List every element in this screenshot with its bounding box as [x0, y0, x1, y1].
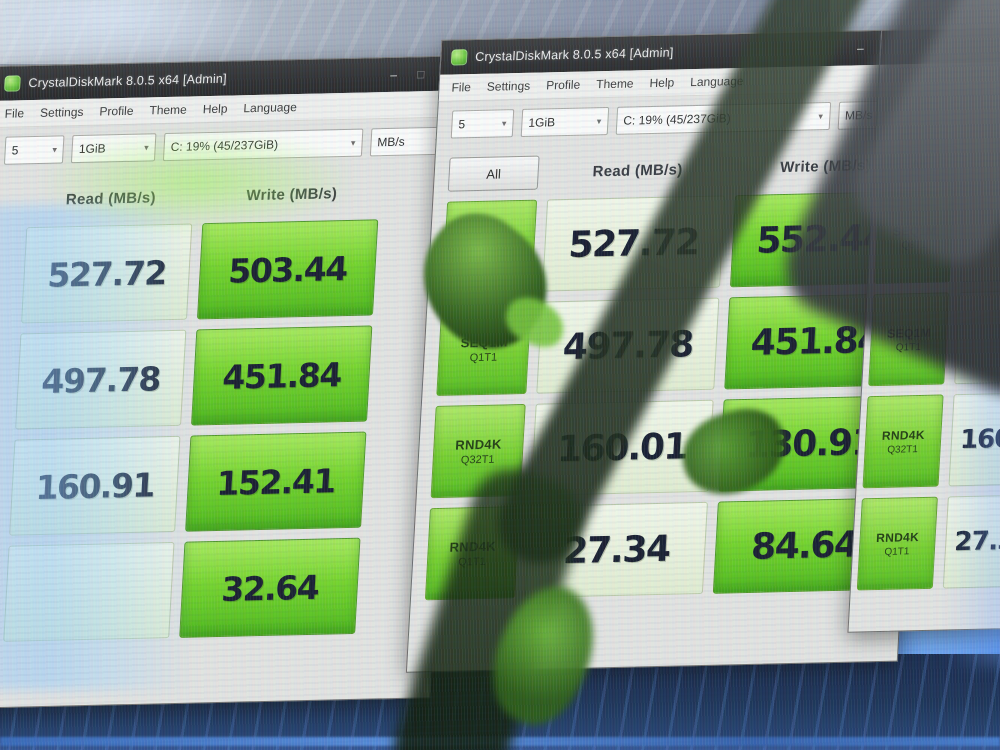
result-cell-rnd4kq32t1-read: 160: [948, 389, 1000, 487]
all-test-button[interactable]: All: [879, 146, 958, 182]
test-count-dropdown[interactable]: 5 ▾: [450, 109, 515, 139]
chevron-down-icon: ▾: [350, 137, 356, 148]
results-grid: All Read (MB/s) Write (MB/s) SEQ1M Q8T1 5…: [410, 137, 926, 611]
results-grid: All SEQ1M Q8T1 SEQ1M Q1T1 RND4K Q32T1 160 R…: [850, 131, 1000, 601]
test-button-seq1m-q1t1[interactable]: SEQ1M Q1T1: [436, 301, 532, 396]
result-cell-seq1mq1t1-read: 497.78: [536, 297, 720, 394]
test-button-rnd4k-q1t1[interactable]: RND4K Q1T1: [424, 506, 521, 601]
result-cell-seq1mq8t1-read: 527.72: [21, 223, 193, 324]
menu-theme[interactable]: Theme: [595, 76, 634, 92]
menu-language[interactable]: Language: [689, 73, 745, 90]
menu-help[interactable]: Help: [649, 75, 675, 91]
titlebar[interactable]: [880, 23, 1000, 65]
test-count-dropdown[interactable]: 5 ▾: [3, 135, 65, 165]
menu-file[interactable]: File: [451, 80, 472, 95]
read-header: Read (MB/s): [592, 160, 684, 180]
chevron-down-icon: ▾: [596, 115, 602, 126]
menu-profile[interactable]: Profile: [99, 103, 134, 119]
test-size-dropdown[interactable]: 1GiB ▾: [520, 106, 610, 138]
chevron-down-icon: ▾: [143, 141, 149, 153]
drive-dropdown[interactable]: C: 19% (45/237GiB) ▾: [615, 101, 831, 135]
result-cell-seq1mq8t1-read: [959, 185, 1000, 283]
result-cell-rnd4kq1t1-read: [3, 541, 175, 642]
result-cell-rnd4kq1t1-read: 27.3: [942, 492, 1000, 589]
crystaldiskmark-icon: [4, 75, 21, 92]
minimize-button[interactable]: ‒: [856, 41, 865, 56]
result-cell-rnd4kq32t1-read: 160.91: [9, 435, 181, 536]
result-cell-rnd4kq1t1-read: 27.34: [524, 501, 708, 599]
all-test-button[interactable]: All: [447, 155, 540, 192]
crystaldiskmark-window-left: CrystalDiskMark 8.0.5 x64 [Admin] ‒ □ ✕ …: [0, 55, 467, 709]
menu-settings[interactable]: Settings: [39, 104, 84, 120]
test-size-dropdown[interactable]: 1GiB ▾: [71, 133, 157, 164]
test-button-seq1m-q1t1[interactable]: SEQ1M Q1T1: [868, 292, 950, 387]
chevron-down-icon: ▾: [52, 144, 58, 155]
drive-dropdown[interactable]: C: 19% (45/237GiB) ▾: [162, 128, 364, 162]
window-title: CrystalDiskMark 8.0.5 x64 [Admin]: [474, 45, 674, 65]
menu-profile[interactable]: Profile: [545, 77, 581, 93]
menu-theme[interactable]: Theme: [149, 102, 188, 118]
result-cell-rnd4kq32t1-read: 160.01: [530, 399, 714, 496]
test-button-rnd4k-q32t1[interactable]: RND4K Q32T1: [862, 394, 944, 489]
result-cell-rnd4kq32t1-write: 152.41: [185, 431, 367, 532]
menu-language[interactable]: Language: [243, 100, 298, 116]
crystaldiskmark-icon: [450, 49, 468, 66]
test-button-rnd4k-q32t1[interactable]: RND4K Q32T1: [430, 403, 526, 499]
results-grid: Read (MB/s) Write (MB/s) 527.72 503.44 4…: [0, 163, 459, 652]
result-cell-seq1mq1t1-write: 451.84: [191, 325, 373, 426]
result-cell-seq1mq1t1-read: [954, 287, 1000, 385]
window-title: CrystalDiskMark 8.0.5 x64 [Admin]: [28, 71, 228, 91]
menu-file[interactable]: File: [4, 106, 25, 121]
chevron-down-icon: ▾: [501, 117, 507, 128]
maximize-button[interactable]: □: [416, 67, 425, 82]
result-cell-seq1mq1t1-read: 497.78: [15, 329, 187, 430]
test-button-seq1m-q8t1[interactable]: SEQ1M Q8T1: [442, 199, 538, 294]
result-cell-rnd4kq1t1-write: 32.64: [179, 537, 361, 638]
test-button-rnd4k-q1t1[interactable]: RND4K Q1T1: [856, 496, 938, 591]
result-cell-seq1mq8t1-read: 527.72: [542, 195, 726, 292]
read-header: Read (MB/s): [65, 188, 157, 208]
menu-settings[interactable]: Settings: [486, 78, 531, 94]
minimize-button[interactable]: ‒: [389, 67, 398, 82]
menu-help[interactable]: Help: [202, 101, 228, 117]
test-button-seq1m-q8t1[interactable]: SEQ1M Q8T1: [873, 190, 956, 285]
result-cell-seq1mq8t1-write: 503.44: [196, 219, 379, 320]
toolbar: [876, 85, 1000, 138]
chevron-down-icon: ▾: [818, 110, 824, 121]
read-header: [966, 142, 1000, 180]
write-header: Write (MB/s): [245, 184, 338, 204]
